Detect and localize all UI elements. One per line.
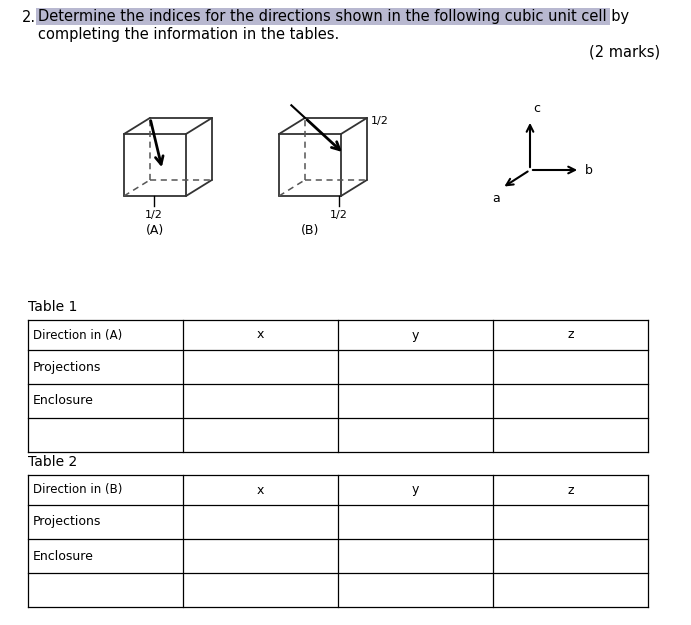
Text: 2.: 2. bbox=[22, 9, 36, 24]
Text: Enclosure: Enclosure bbox=[33, 549, 94, 562]
Text: 1/2: 1/2 bbox=[330, 210, 348, 220]
Text: z: z bbox=[567, 329, 574, 341]
FancyBboxPatch shape bbox=[36, 8, 610, 25]
Text: (2 marks): (2 marks) bbox=[589, 44, 660, 59]
Text: y: y bbox=[412, 329, 419, 341]
Text: Direction in (A): Direction in (A) bbox=[33, 329, 122, 341]
Text: 1/2: 1/2 bbox=[371, 116, 389, 126]
Text: Determine the indices for the directions shown in the following cubic unit cell : Determine the indices for the directions… bbox=[38, 9, 629, 24]
Text: y: y bbox=[412, 484, 419, 496]
Text: Table 1: Table 1 bbox=[28, 300, 77, 314]
Text: Enclosure: Enclosure bbox=[33, 394, 94, 408]
Text: (A): (A) bbox=[146, 224, 164, 237]
Text: c: c bbox=[533, 102, 540, 115]
Text: b: b bbox=[585, 164, 593, 176]
Text: Table 2: Table 2 bbox=[28, 455, 77, 469]
Text: a: a bbox=[492, 192, 500, 205]
Text: 1/2: 1/2 bbox=[145, 210, 162, 220]
Text: Direction in (B): Direction in (B) bbox=[33, 484, 122, 496]
Text: Projections: Projections bbox=[33, 361, 102, 374]
Text: x: x bbox=[257, 329, 264, 341]
Text: (B): (B) bbox=[301, 224, 319, 237]
Text: Projections: Projections bbox=[33, 516, 102, 529]
Text: x: x bbox=[257, 484, 264, 496]
Text: completing the information in the tables.: completing the information in the tables… bbox=[38, 26, 339, 41]
Text: z: z bbox=[567, 484, 574, 496]
